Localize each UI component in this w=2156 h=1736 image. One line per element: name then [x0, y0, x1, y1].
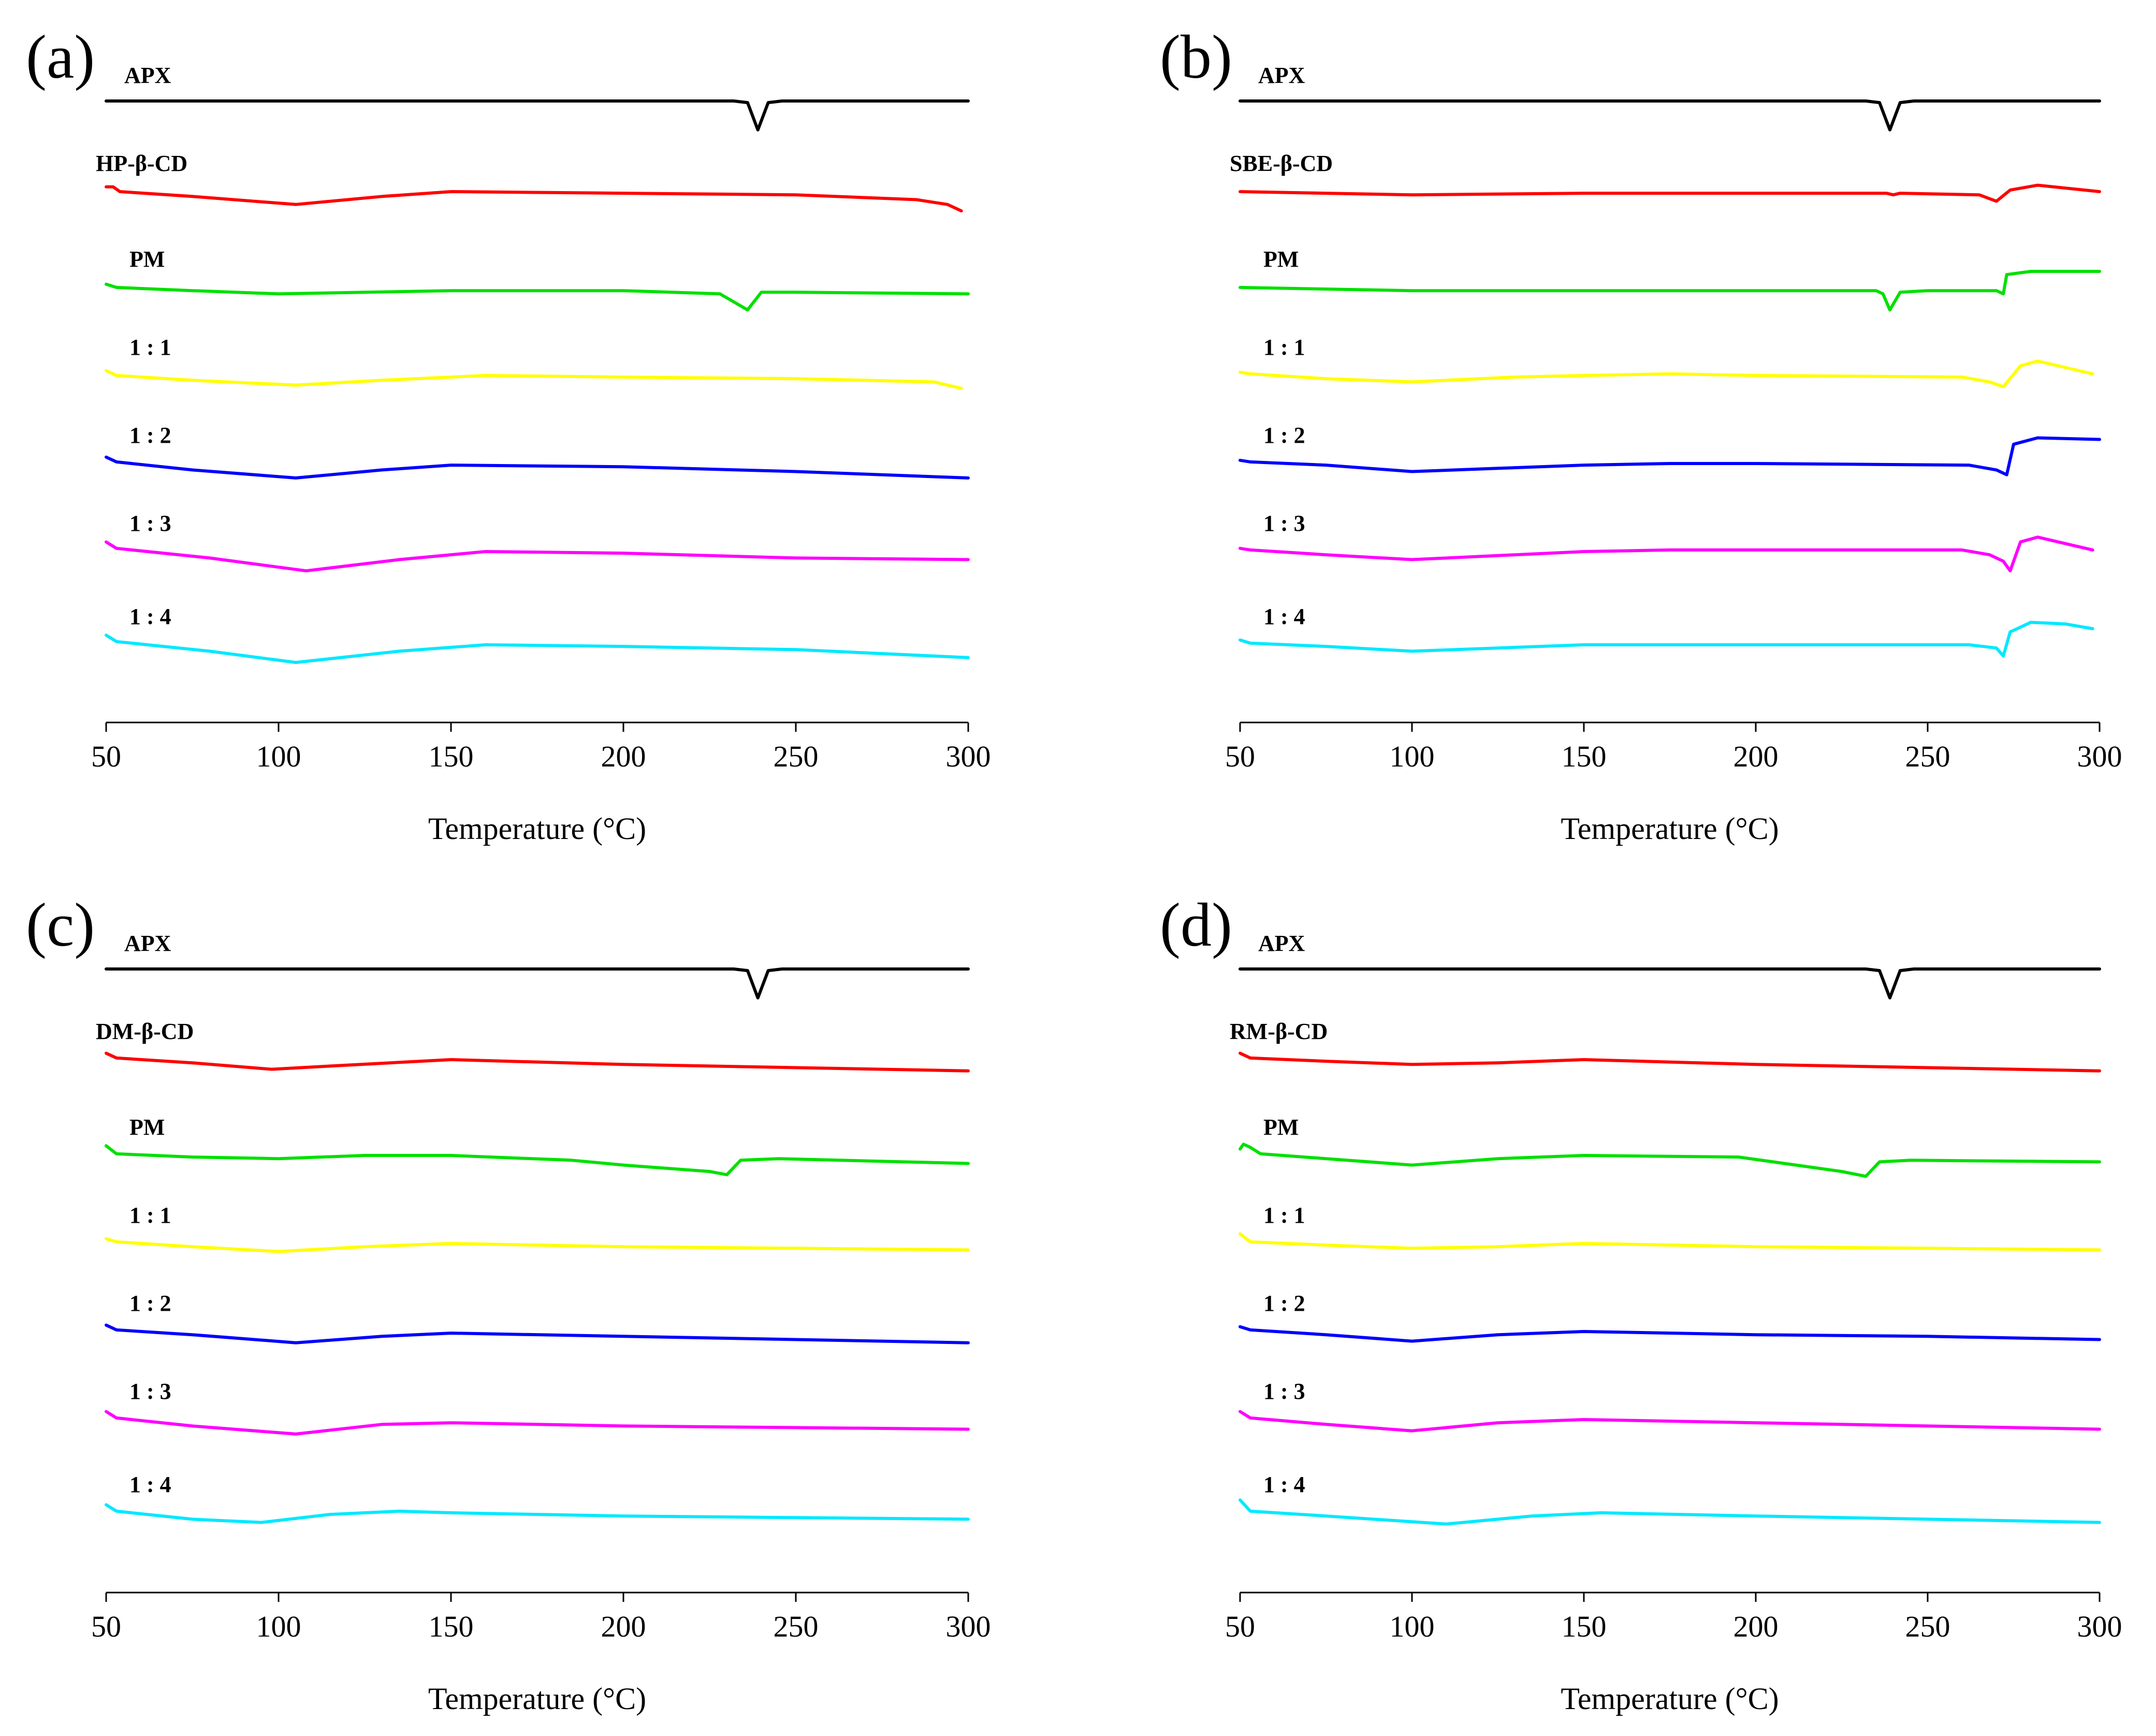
series-label: 1 : 2 — [129, 1291, 171, 1316]
x-tick-label: 50 — [1225, 1610, 1255, 1643]
x-tick-label: 50 — [91, 740, 121, 773]
series-line-1-1 — [1239, 359, 2094, 388]
series-label: DM-β-CD — [96, 1019, 194, 1044]
series-label: HP-β-CD — [96, 151, 187, 176]
x-axis-label: Temperature (°C) — [428, 812, 646, 846]
series-label: APX — [124, 63, 171, 88]
x-tick-label: 100 — [1390, 1610, 1435, 1643]
x-axis-label: Temperature (°C) — [1561, 812, 1779, 846]
series-line-dm-cd — [105, 1051, 970, 1073]
series-label: 1 : 1 — [1263, 335, 1305, 360]
series-line-1-3 — [105, 540, 970, 573]
x-tick-label: 100 — [256, 1610, 301, 1643]
series-line-1-2 — [1239, 436, 2101, 476]
series-line-1-4 — [1239, 620, 2094, 658]
x-tick-label: 50 — [1225, 740, 1255, 773]
series-line-1-2 — [105, 455, 970, 480]
series-label: RM-β-CD — [1230, 1019, 1328, 1044]
series-line-1-3 — [1239, 1410, 2101, 1433]
x-axis-label: Temperature (°C) — [428, 1682, 646, 1716]
x-tick-label: 200 — [601, 1610, 646, 1643]
series-line-1-4 — [105, 1503, 970, 1524]
series-line-pm — [1239, 1142, 2101, 1178]
x-tick-label: 200 — [1733, 1610, 1779, 1643]
series-line-pm — [1239, 270, 2101, 312]
series-line-rm-cd — [1239, 1051, 2101, 1073]
x-tick-label: 300 — [2077, 740, 2122, 773]
series-label: 1 : 4 — [1263, 604, 1305, 629]
series-label: SBE-β-CD — [1230, 151, 1333, 176]
x-tick-label: 150 — [1562, 740, 1607, 773]
x-axis-label: Temperature (°C) — [1561, 1682, 1779, 1716]
x-tick-label: 150 — [429, 1610, 474, 1643]
x-tick-label: 300 — [946, 1610, 991, 1643]
series-line-pm — [105, 1144, 970, 1177]
series-label: 1 : 3 — [129, 511, 171, 536]
series-label: PM — [1263, 1115, 1299, 1140]
series-line-1-3 — [1239, 536, 2094, 573]
x-tick-label: 100 — [1390, 740, 1435, 773]
panel-letter: (b) — [1160, 22, 1232, 91]
series-label: 1 : 3 — [1263, 1379, 1305, 1404]
x-tick-label: 200 — [601, 740, 646, 773]
series-label: PM — [129, 1115, 165, 1140]
series-label: APX — [1258, 63, 1305, 88]
panel-c: (c) APX DM-β-CD PM 1 : 1 1 : 2 1 : 3 1 : 4 50 100… — [26, 890, 991, 1716]
x-tick-label: 50 — [91, 1610, 121, 1643]
series-label: 1 : 1 — [129, 1203, 171, 1228]
series-label: PM — [129, 247, 165, 272]
x-tick-label: 150 — [1562, 1610, 1607, 1643]
x-tick-label: 250 — [774, 1610, 819, 1643]
series-label: APX — [1258, 931, 1305, 956]
series-line-1-3 — [105, 1410, 970, 1436]
panel-letter: (a) — [26, 22, 95, 91]
x-tick-label: 250 — [1905, 1610, 1950, 1643]
series-label: 1 : 1 — [1263, 1203, 1305, 1228]
series-label: 1 : 4 — [1263, 1472, 1305, 1497]
series-label: 1 : 3 — [1263, 511, 1305, 536]
x-tick-label: 150 — [429, 740, 474, 773]
series-label: 1 : 2 — [1263, 1291, 1305, 1316]
series-line-1-1 — [105, 1237, 970, 1253]
series-label: APX — [124, 931, 171, 956]
series-line-1-1 — [1239, 1232, 2101, 1252]
series-label: PM — [1263, 247, 1299, 272]
panel-b: (b) APX SBE-β-CD PM 1 : 1 1 : 2 1 : 3 1 : 4 50 10… — [1160, 22, 2122, 846]
x-tick-label: 300 — [946, 740, 991, 773]
series-line-apx — [105, 967, 970, 1000]
x-tick-label: 300 — [2077, 1610, 2122, 1643]
series-line-apx — [1239, 99, 2101, 132]
series-line-apx — [1239, 967, 2101, 1000]
panel-d: (d) APX RM-β-CD PM 1 : 1 1 : 2 1 : 3 1 : 4 50 100… — [1160, 890, 2122, 1716]
series-line-1-4 — [1239, 1498, 2101, 1526]
series-label: 1 : 3 — [129, 1379, 171, 1404]
series-label: 1 : 2 — [129, 423, 171, 448]
x-tick-label: 200 — [1733, 740, 1779, 773]
series-line-apx — [105, 99, 970, 132]
series-line-hp-cd — [105, 185, 963, 213]
panel-a: (a) APX HP-β-CD PM 1 : 1 1 : 2 1 : 3 1 : 4 50 100… — [26, 22, 991, 846]
series-label: 1 : 1 — [129, 335, 171, 360]
series-line-1-1 — [105, 369, 963, 390]
x-tick-label: 250 — [774, 740, 819, 773]
series-line-1-2 — [105, 1323, 970, 1344]
series-label: 1 : 4 — [129, 604, 171, 629]
series-line-1-2 — [1239, 1325, 2101, 1343]
panel-letter: (d) — [1160, 890, 1232, 959]
panel-letter: (c) — [26, 890, 95, 959]
series-label: 1 : 4 — [129, 1472, 171, 1497]
series-label: 1 : 2 — [1263, 423, 1305, 448]
series-line-sbe-cd — [1239, 183, 2101, 203]
x-tick-label: 100 — [256, 740, 301, 773]
series-line-pm — [105, 282, 970, 312]
x-tick-label: 250 — [1905, 740, 1950, 773]
series-line-1-4 — [105, 633, 970, 664]
